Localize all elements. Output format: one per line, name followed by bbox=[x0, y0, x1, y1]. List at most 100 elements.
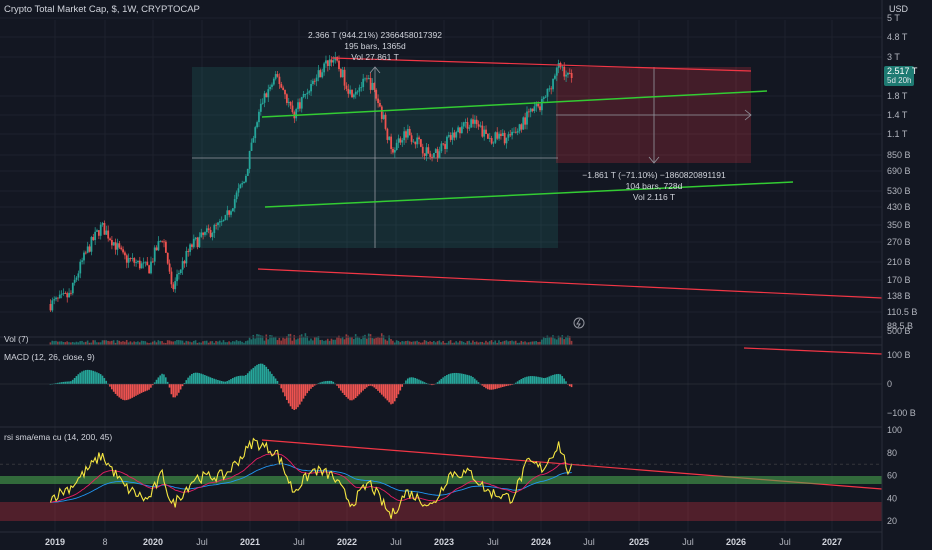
macd-bar bbox=[310, 384, 312, 389]
candle-body bbox=[468, 127, 471, 129]
macd-bar bbox=[457, 373, 459, 384]
candle-body bbox=[390, 136, 393, 149]
price-axis-tick: 210 B bbox=[887, 257, 911, 267]
volume-bar bbox=[319, 340, 322, 345]
macd-bar bbox=[135, 384, 137, 396]
rsi-axis-tick: 40 bbox=[887, 493, 897, 503]
candle-body bbox=[84, 252, 87, 254]
macd-bar bbox=[557, 373, 560, 384]
candle-body bbox=[328, 59, 331, 66]
candle-body bbox=[527, 111, 530, 113]
candle-body bbox=[71, 282, 74, 294]
volume-bar bbox=[196, 342, 199, 345]
candle-body bbox=[176, 274, 178, 282]
macd-bar bbox=[325, 381, 327, 384]
candle-body bbox=[366, 78, 368, 80]
macd-bar bbox=[559, 374, 562, 384]
volume-bar bbox=[237, 341, 240, 345]
volume-bar bbox=[129, 341, 132, 345]
volume-bar bbox=[464, 342, 467, 345]
volume-bar bbox=[308, 340, 310, 345]
volume-bar bbox=[388, 335, 390, 345]
macd-bar bbox=[366, 384, 368, 388]
volume-bar bbox=[447, 341, 450, 345]
volume-bar bbox=[392, 340, 394, 345]
macd-bar bbox=[470, 375, 472, 384]
macd-bar bbox=[447, 374, 450, 384]
macd-bar bbox=[423, 382, 426, 384]
volume-bar bbox=[351, 336, 353, 345]
volume-bar bbox=[217, 341, 219, 345]
volume-bar bbox=[215, 341, 217, 345]
macd-bar bbox=[501, 384, 504, 388]
macd-bar bbox=[271, 373, 273, 384]
volume-bar bbox=[477, 342, 480, 345]
candle-body bbox=[539, 106, 541, 111]
macd-bar bbox=[222, 381, 225, 384]
volume-bar bbox=[153, 340, 156, 345]
volume-bar bbox=[285, 336, 288, 345]
volume-bar bbox=[332, 339, 335, 345]
macd-bar bbox=[464, 374, 467, 384]
volume-bar bbox=[243, 342, 245, 345]
candle-body bbox=[367, 77, 370, 80]
candle-body bbox=[341, 69, 344, 78]
volume-bar bbox=[479, 341, 482, 345]
macd-bar bbox=[192, 373, 195, 384]
macd-bar bbox=[122, 384, 124, 400]
volume-bar bbox=[410, 341, 413, 345]
macd-bar bbox=[339, 384, 342, 391]
red-trendline-bottom[interactable] bbox=[257, 268, 883, 299]
volume-bar bbox=[336, 337, 338, 345]
green-trendline-upper[interactable] bbox=[261, 90, 768, 118]
volume-bar bbox=[563, 339, 565, 345]
macd-bar bbox=[293, 384, 296, 411]
macd-bar bbox=[533, 376, 536, 384]
grid bbox=[0, 17, 882, 532]
volume-bar bbox=[70, 342, 72, 345]
rsi-axis-tick: 20 bbox=[887, 516, 897, 526]
macd-bar bbox=[163, 374, 165, 384]
currency-label[interactable]: USD bbox=[889, 4, 909, 14]
candle-body bbox=[399, 138, 402, 143]
candle-body bbox=[51, 300, 54, 311]
macd-bar bbox=[142, 384, 145, 393]
candle-body bbox=[488, 138, 491, 139]
lightning-icon[interactable] bbox=[573, 317, 585, 329]
candle-body bbox=[522, 117, 525, 130]
volume-bar bbox=[366, 338, 368, 345]
candle-body bbox=[120, 247, 123, 250]
red-trendline-macd[interactable] bbox=[743, 347, 883, 355]
candle-body bbox=[271, 84, 273, 87]
volume-bar bbox=[183, 342, 186, 345]
candle-body bbox=[263, 93, 266, 103]
candle-body bbox=[352, 94, 355, 98]
candle-body bbox=[438, 151, 441, 159]
macd-bar bbox=[369, 384, 372, 386]
time-axis[interactable]: 2019 8 2020 Jul 2021 Jul 2022 Jul 2023 Jul 2024 Jul… bbox=[45, 537, 842, 547]
macd-bar bbox=[321, 381, 323, 384]
macd-bar bbox=[500, 384, 502, 388]
green-trendline-lower[interactable] bbox=[264, 181, 794, 208]
macd-bar bbox=[405, 380, 407, 384]
time-axis-tick: 2026 bbox=[726, 537, 746, 547]
macd-bar bbox=[133, 384, 135, 397]
macd-bar bbox=[205, 375, 208, 384]
candle-body bbox=[276, 74, 279, 77]
price-axis[interactable]: 5 T 4.8 T 3 T 1.8 T 1.4 T 1.1 T 850 B 690 B 530 … bbox=[887, 13, 917, 526]
candle-body bbox=[492, 142, 495, 144]
volume-bar bbox=[94, 340, 96, 345]
volume-bar bbox=[122, 341, 124, 345]
macd-bar bbox=[157, 377, 160, 384]
candle-body bbox=[79, 261, 82, 274]
candle-body bbox=[496, 132, 499, 139]
volume-bar bbox=[77, 342, 80, 345]
macd-bar bbox=[57, 382, 59, 384]
candle-body bbox=[112, 242, 115, 246]
red-trendline-top[interactable] bbox=[331, 57, 752, 72]
volume-bar bbox=[239, 340, 242, 345]
macd-bar bbox=[436, 382, 439, 384]
macd-bar bbox=[330, 380, 333, 384]
volume-bar bbox=[269, 334, 271, 345]
